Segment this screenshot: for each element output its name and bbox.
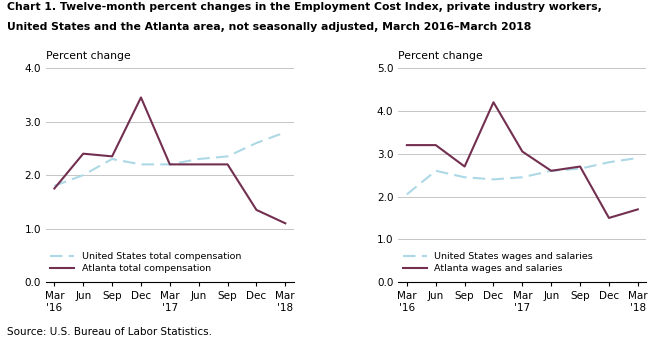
Text: United States and the Atlanta area, not seasonally adjusted, March 2016–March 20: United States and the Atlanta area, not … xyxy=(7,22,531,32)
Text: Percent change: Percent change xyxy=(398,51,483,61)
Text: Percent change: Percent change xyxy=(46,51,131,61)
Legend: United States total compensation, Atlanta total compensation: United States total compensation, Atlant… xyxy=(50,252,241,273)
Text: Chart 1. Twelve-month percent changes in the Employment Cost Index, private indu: Chart 1. Twelve-month percent changes in… xyxy=(7,2,601,12)
Legend: United States wages and salaries, Atlanta wages and salaries: United States wages and salaries, Atlant… xyxy=(403,252,593,273)
Text: Source: U.S. Bureau of Labor Statistics.: Source: U.S. Bureau of Labor Statistics. xyxy=(7,327,212,337)
